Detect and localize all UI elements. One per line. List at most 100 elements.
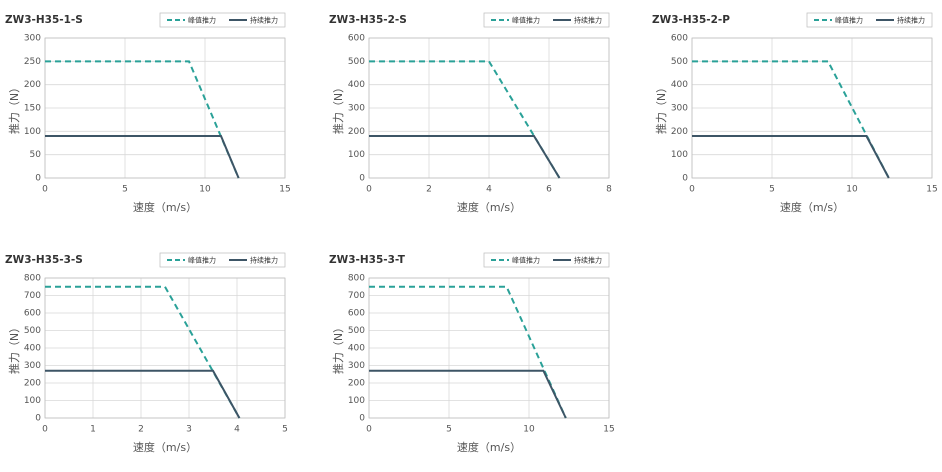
legend-label: 峰值推力 <box>188 16 216 25</box>
x-tick-label: 8 <box>606 185 612 195</box>
y-tick-label: 200 <box>348 127 365 137</box>
data-line <box>45 285 241 419</box>
y-tick-label: 700 <box>348 291 365 301</box>
y-tick-label: 0 <box>359 174 365 184</box>
y-tick-label: 200 <box>671 127 688 137</box>
chart-svg: ZW3-H35-3-S 峰值推力 持续推力 0 100 200 300 400 500 600 70… <box>5 252 288 454</box>
x-axis-title: 速度（m/s） <box>133 440 197 454</box>
x-tick-label: 2 <box>138 425 144 435</box>
legend-label: 持续推力 <box>574 256 602 265</box>
y-tick-label: 300 <box>671 104 688 114</box>
x-tick-label: 15 <box>279 185 290 195</box>
chart-svg: ZW3-H35-2-S 峰值推力 持续推力 0 100 200 300 400 500 600 0 2… <box>329 12 612 214</box>
x-tick-label: 5 <box>282 425 288 435</box>
y-tick-label: 400 <box>348 344 365 354</box>
x-tick-label: 4 <box>486 185 492 195</box>
x-axis-title: 速度（m/s） <box>133 200 197 214</box>
x-tick-label: 4 <box>234 425 240 435</box>
y-tick-label: 0 <box>359 414 365 424</box>
y-tick-label: 600 <box>348 309 365 319</box>
y-tick-label: 300 <box>348 104 365 114</box>
y-axis-title: 推力（N） <box>7 82 21 134</box>
chart-svg: ZW3-H35-2-P 峰值推力 持续推力 0 100 200 300 400 500 600 0 5… <box>652 12 938 214</box>
plot-border <box>368 37 610 179</box>
x-tick-label: 0 <box>42 185 48 195</box>
legend-label: 持续推力 <box>897 16 925 25</box>
y-tick-label: 0 <box>35 414 41 424</box>
legend-label: 峰值推力 <box>512 256 540 265</box>
x-tick-label: 3 <box>186 425 192 435</box>
legend-label: 持续推力 <box>250 256 278 265</box>
chart-title: ZW3-H35-1-S <box>5 14 83 26</box>
legend-label: 峰值推力 <box>188 256 216 265</box>
x-tick-label: 0 <box>366 425 372 435</box>
legend-label: 峰值推力 <box>512 16 540 25</box>
y-axis-title: 推力（N） <box>7 322 21 374</box>
data-line <box>369 60 561 179</box>
y-tick-label: 100 <box>348 150 365 160</box>
legend-box <box>159 12 286 28</box>
y-tick-label: 400 <box>24 344 41 354</box>
y-tick-label: 500 <box>348 326 365 336</box>
chart-title: ZW3-H35-3-T <box>329 254 406 266</box>
plot-border <box>44 37 286 179</box>
plot-border <box>691 37 933 179</box>
y-tick-label: 0 <box>682 174 688 184</box>
y-tick-label: 100 <box>671 150 688 160</box>
x-axis-title: 速度（m/s） <box>457 200 521 214</box>
y-tick-label: 600 <box>671 34 688 44</box>
y-tick-label: 150 <box>24 104 41 114</box>
y-tick-label: 100 <box>348 396 365 406</box>
x-tick-label: 0 <box>42 425 48 435</box>
x-tick-label: 5 <box>122 185 128 195</box>
data-line <box>45 369 241 419</box>
data-line <box>45 60 240 179</box>
x-tick-label: 5 <box>446 425 452 435</box>
x-axis-title: 速度（m/s） <box>780 200 844 214</box>
y-tick-label: 400 <box>671 80 688 90</box>
x-axis-title: 速度（m/s） <box>457 440 521 454</box>
chart: ZW3-H35-2-P 峰值推力 持续推力 0 100 200 300 400 500 600 0 5… <box>647 0 942 228</box>
chart: ZW3-H35-3-S 峰值推力 持续推力 0 100 200 300 400 500 600 70… <box>0 240 300 468</box>
chart-title: ZW3-H35-2-S <box>329 14 407 26</box>
y-tick-label: 300 <box>348 361 365 371</box>
legend-box <box>159 252 286 268</box>
legend-label: 持续推力 <box>250 16 278 25</box>
plot-border <box>44 277 286 419</box>
data-line <box>45 135 240 179</box>
x-tick-label: 0 <box>366 185 372 195</box>
data-line <box>369 135 561 179</box>
chart: ZW3-H35-3-T 峰值推力 持续推力 0 100 200 300 400 500 600 70… <box>324 240 624 468</box>
y-tick-label: 800 <box>348 274 365 284</box>
y-tick-label: 200 <box>348 379 365 389</box>
chart: ZW3-H35-2-S 峰值推力 持续推力 0 100 200 300 400 500 600 0 2… <box>324 0 624 228</box>
x-tick-label: 15 <box>603 425 614 435</box>
y-tick-label: 100 <box>24 127 41 137</box>
chart-title: ZW3-H35-2-P <box>652 14 730 26</box>
chart-svg: ZW3-H35-3-T 峰值推力 持续推力 0 100 200 300 400 500 600 70… <box>329 252 615 454</box>
x-tick-label: 0 <box>689 185 695 195</box>
y-tick-label: 100 <box>24 396 41 406</box>
y-axis-title: 推力（N） <box>331 82 345 134</box>
y-tick-label: 50 <box>30 150 42 160</box>
y-tick-label: 250 <box>24 57 41 67</box>
chart: ZW3-H35-1-S 峰值推力 持续推力 0 50 100 150 200 250 300 0 5 1… <box>0 0 300 228</box>
legend-box <box>483 252 610 268</box>
x-tick-label: 2 <box>426 185 432 195</box>
legend-box <box>806 12 933 28</box>
legend-label: 持续推力 <box>574 16 602 25</box>
page: {"chart_data": [ {"type": "line", "title… <box>0 0 942 454</box>
y-axis-title: 推力（N） <box>331 322 345 374</box>
data-line <box>692 135 890 179</box>
chart-svg: ZW3-H35-1-S 峰值推力 持续推力 0 50 100 150 200 250 300 0 5 1… <box>5 12 291 214</box>
x-tick-label: 6 <box>546 185 552 195</box>
y-tick-label: 300 <box>24 361 41 371</box>
data-line <box>369 285 567 419</box>
x-tick-label: 15 <box>926 185 937 195</box>
x-tick-label: 1 <box>90 425 96 435</box>
x-tick-label: 10 <box>846 185 858 195</box>
legend-label: 峰值推力 <box>835 16 863 25</box>
legend-box <box>483 12 610 28</box>
y-tick-label: 500 <box>348 57 365 67</box>
y-tick-label: 600 <box>348 34 365 44</box>
